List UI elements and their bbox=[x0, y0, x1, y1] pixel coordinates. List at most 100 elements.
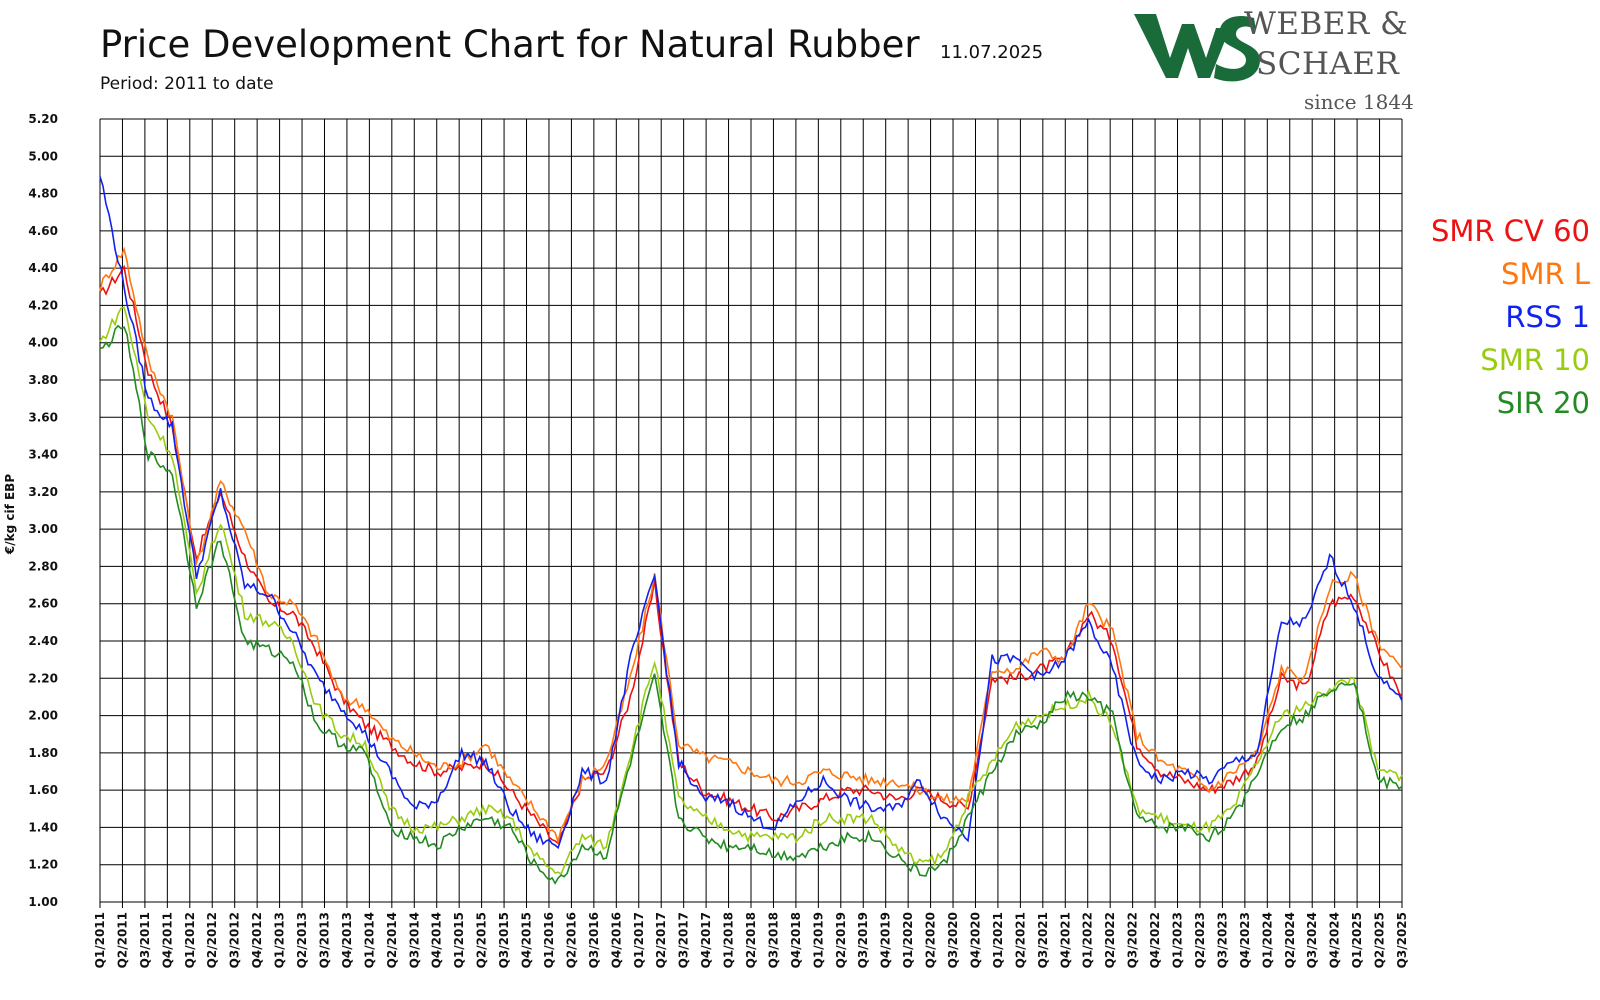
series-line-rss-1 bbox=[99, 176, 1403, 850]
x-tick-label: Q1/2015 bbox=[452, 912, 466, 968]
y-tick-label: 1.20 bbox=[28, 858, 58, 872]
x-tick-label: Q1/2012 bbox=[183, 912, 197, 968]
x-tick-label: Q3/2015 bbox=[497, 912, 511, 968]
x-tick-label: Q2/2022 bbox=[1103, 912, 1117, 968]
legend-item-sir20: SIR 20 bbox=[1496, 386, 1590, 420]
report-date: 11.07.2025 bbox=[940, 42, 1044, 63]
legend-item-smr-l: SMR L bbox=[1501, 257, 1590, 291]
legend-item-rss1: RSS 1 bbox=[1505, 300, 1590, 334]
x-tick-label: Q1/2020 bbox=[901, 912, 915, 968]
x-tick-label: Q3/2018 bbox=[766, 912, 780, 968]
x-tick-label: Q3/2021 bbox=[1036, 912, 1050, 968]
y-tick-label: 3.40 bbox=[28, 448, 58, 462]
x-tick-label: Q4/2018 bbox=[789, 912, 803, 968]
x-tick-label: Q2/2017 bbox=[654, 912, 668, 968]
legend-item-smr-cv60: SMR CV 60 bbox=[1430, 214, 1590, 248]
x-tick-label: Q4/2024 bbox=[1328, 912, 1342, 968]
series-line-smr-l bbox=[99, 246, 1403, 845]
x-tick-label: Q2/2021 bbox=[1013, 912, 1027, 968]
y-tick-label: 1.40 bbox=[28, 820, 58, 834]
series-line-sir-20 bbox=[99, 324, 1403, 885]
x-tick-label: Q4/2017 bbox=[699, 912, 713, 968]
x-tick-label: Q4/2021 bbox=[1058, 912, 1072, 968]
x-tick-label: Q4/2016 bbox=[609, 912, 623, 968]
x-tick-label: Q3/2011 bbox=[138, 912, 152, 968]
y-tick-label: 3.00 bbox=[28, 522, 58, 536]
x-tick-label: Q2/2023 bbox=[1193, 912, 1207, 968]
y-tick-label: 2.00 bbox=[28, 709, 58, 723]
x-tick-label: Q2/2011 bbox=[115, 912, 129, 968]
logo-line-2: SCHAER bbox=[1256, 46, 1400, 82]
series-line-smr-10 bbox=[99, 306, 1403, 876]
logo-line-3: since 1844 bbox=[1304, 90, 1414, 114]
x-tick-label: Q1/2021 bbox=[991, 912, 1005, 968]
x-tick-label: Q4/2013 bbox=[340, 912, 354, 968]
x-tick-label: Q1/2016 bbox=[542, 912, 556, 968]
x-tick-label: Q3/2020 bbox=[946, 912, 960, 968]
y-tick-label: 4.00 bbox=[28, 336, 58, 350]
x-tick-label: Q4/2020 bbox=[968, 912, 982, 968]
x-tick-label: Q3/2013 bbox=[317, 912, 331, 968]
x-tick-label: Q2/2018 bbox=[744, 912, 758, 968]
x-tick-label: Q1/2023 bbox=[1171, 912, 1185, 968]
x-tick-label: Q1/2017 bbox=[632, 912, 646, 968]
y-tick-label: 1.00 bbox=[28, 895, 58, 909]
y-tick-label: 2.80 bbox=[28, 559, 58, 573]
y-tick-label: 1.80 bbox=[28, 746, 58, 760]
x-tick-label: Q2/2020 bbox=[924, 912, 938, 968]
x-tick-label: Q3/2024 bbox=[1305, 912, 1319, 968]
x-tick-label: Q1/2019 bbox=[811, 912, 825, 968]
x-tick-label: Q4/2019 bbox=[879, 912, 893, 968]
y-tick-label: 2.20 bbox=[28, 671, 58, 685]
x-tick-label: Q2/2015 bbox=[475, 912, 489, 968]
x-tick-label: Q4/2011 bbox=[160, 912, 174, 968]
x-tick-label: Q3/2017 bbox=[677, 912, 691, 968]
x-tick-label: Q3/2012 bbox=[228, 912, 242, 968]
y-tick-label: 2.60 bbox=[28, 597, 58, 611]
x-tick-label: Q2/2019 bbox=[834, 912, 848, 968]
x-tick-label: Q1/2025 bbox=[1350, 912, 1364, 968]
x-tick-label: Q4/2022 bbox=[1148, 912, 1162, 968]
chart-grid bbox=[99, 118, 1403, 908]
x-tick-label: Q1/2014 bbox=[362, 912, 376, 968]
x-tick-label: Q1/2013 bbox=[273, 912, 287, 968]
x-tick-label: Q2/2012 bbox=[205, 912, 219, 968]
x-tick-label: Q3/2016 bbox=[587, 912, 601, 968]
y-tick-label: 4.20 bbox=[28, 298, 58, 312]
y-axis-ticks: 1.00 1.20 1.40 1.60 1.80 2.00 2.20 2.40 2.60 2.80… bbox=[28, 112, 58, 909]
x-tick-label: Q3/2019 bbox=[856, 912, 870, 968]
logo-line-1: WEBER & bbox=[1244, 6, 1409, 42]
y-tick-label: 4.40 bbox=[28, 261, 58, 275]
legend-item-smr10: SMR 10 bbox=[1480, 343, 1590, 377]
x-tick-label: Q2/2013 bbox=[295, 912, 309, 968]
y-tick-label: 2.40 bbox=[28, 634, 58, 648]
y-tick-label: 3.80 bbox=[28, 373, 58, 387]
x-tick-label: Q2/2025 bbox=[1373, 912, 1387, 968]
x-tick-label: Q3/2022 bbox=[1126, 912, 1140, 968]
y-tick-label: 4.80 bbox=[28, 187, 58, 201]
y-axis-title: €/kg cif EBP bbox=[3, 474, 17, 555]
x-tick-label: Q4/2023 bbox=[1238, 912, 1252, 968]
chart-series bbox=[99, 176, 1403, 885]
x-axis-ticks: Q1/2011 Q2/2011 Q3/2011 Q4/2011 Q1/2012 Q2/20… bbox=[93, 912, 1409, 968]
x-tick-label: Q1/2024 bbox=[1260, 912, 1274, 968]
x-tick-label: Q4/2015 bbox=[520, 912, 534, 968]
y-tick-label: 4.60 bbox=[28, 224, 58, 238]
y-tick-label: 5.20 bbox=[28, 112, 58, 126]
x-tick-label: Q3/2014 bbox=[407, 912, 421, 968]
x-tick-label: Q2/2016 bbox=[564, 912, 578, 968]
y-tick-label: 5.00 bbox=[28, 149, 58, 163]
x-tick-label: Q4/2014 bbox=[430, 912, 444, 968]
x-tick-label: Q3/2025 bbox=[1395, 912, 1409, 968]
series-line-smr-cv-60 bbox=[99, 264, 1403, 845]
period-label: Period: 2011 to date bbox=[100, 74, 274, 94]
x-tick-label: Q3/2023 bbox=[1215, 912, 1229, 968]
x-tick-label: Q2/2024 bbox=[1283, 912, 1297, 968]
x-tick-label: Q1/2018 bbox=[722, 912, 736, 968]
y-tick-label: 3.20 bbox=[28, 485, 58, 499]
y-tick-label: 1.60 bbox=[28, 783, 58, 797]
x-tick-label: Q1/2011 bbox=[93, 912, 107, 968]
x-tick-label: Q1/2022 bbox=[1081, 912, 1095, 968]
x-tick-label: Q2/2014 bbox=[385, 912, 399, 968]
